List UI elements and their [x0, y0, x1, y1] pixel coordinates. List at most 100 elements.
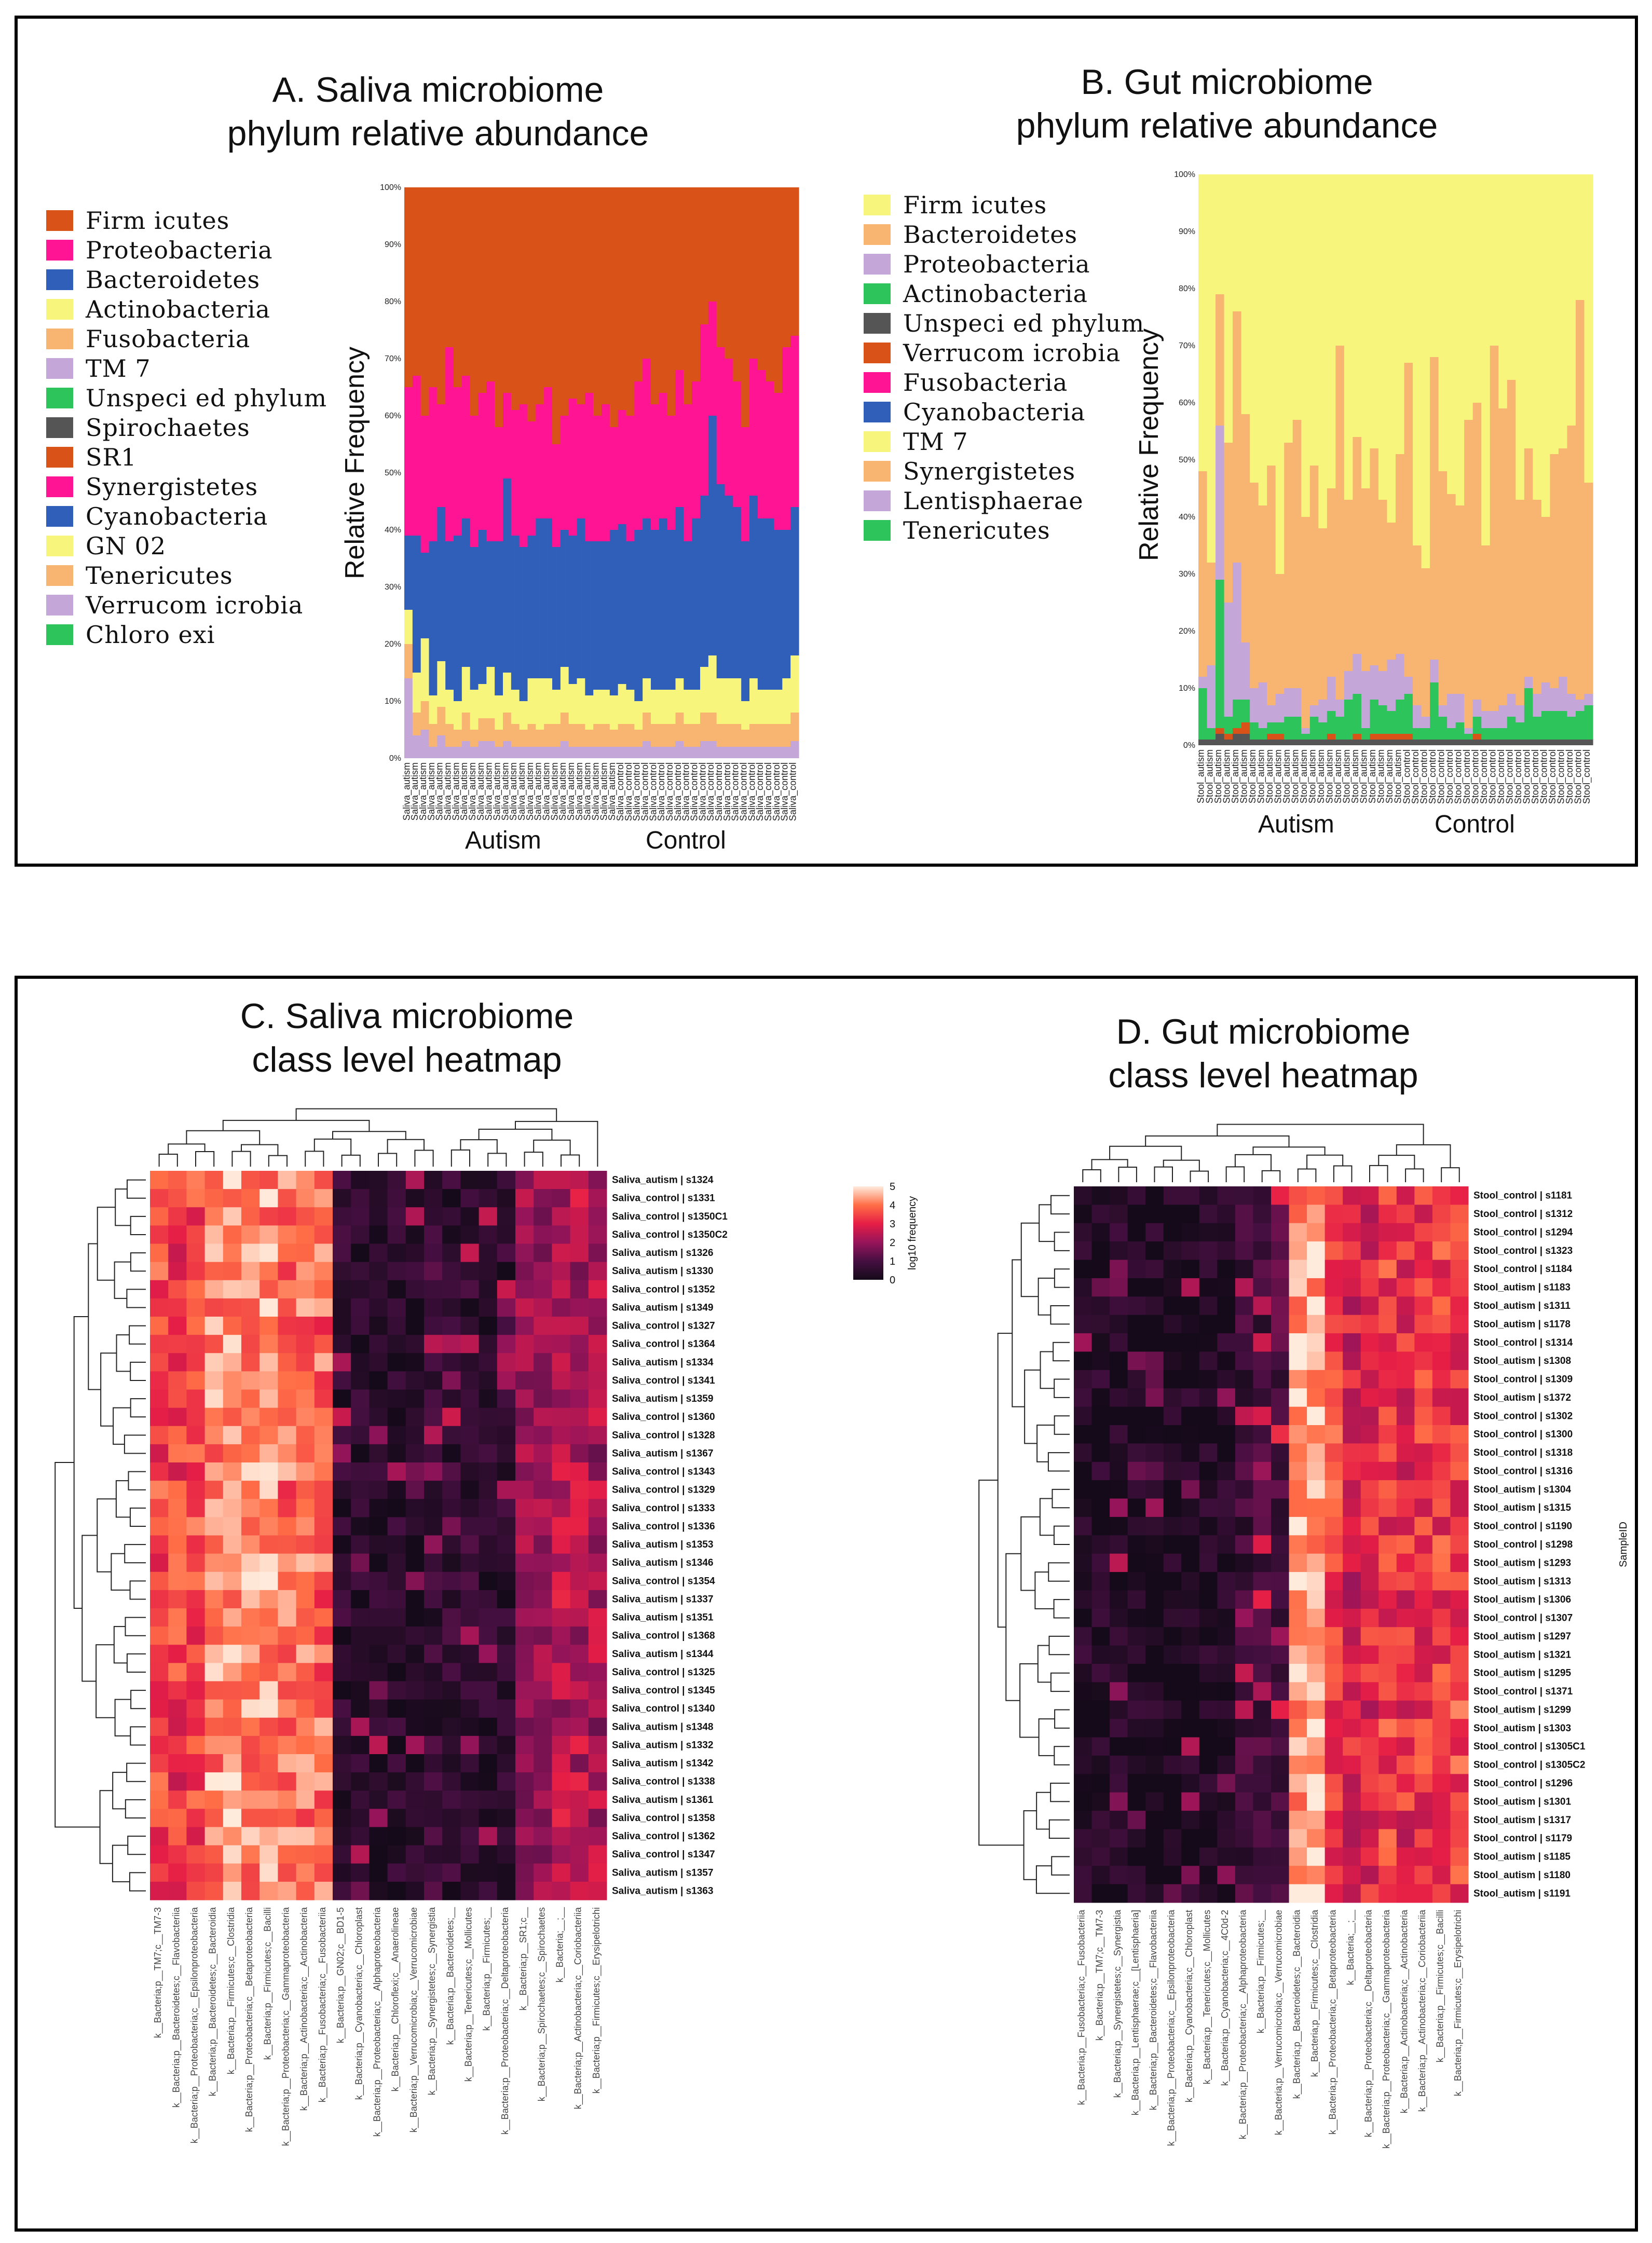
panel-c-heatmap-cell [223, 1863, 242, 1882]
panel-c-heatmap-cell [424, 1735, 443, 1755]
legend-swatch [46, 535, 73, 556]
panel-a-bar-segment [470, 416, 479, 547]
panel-b-sample-label: Stool_autism [1230, 749, 1241, 803]
panel-c-heatmap-cell [588, 1863, 607, 1882]
panel-d-heatmap-cell [1325, 1315, 1343, 1334]
panel-c-heatmap-cell [515, 1481, 534, 1499]
panel-d-row-label: Stool_control | s1312 [1473, 1209, 1573, 1220]
panel-d-heatmap-cell [1271, 1700, 1290, 1719]
panel-c-heatmap-cell [387, 1772, 406, 1791]
panel-d-heatmap-cell [1396, 1847, 1415, 1866]
panel-b-bar-segment [1396, 174, 1405, 454]
panel-d-heatmap-cell [1378, 1425, 1397, 1444]
panel-c-heatmap-cell [204, 1827, 224, 1846]
panel-c-dendrogram-link [88, 1243, 101, 1390]
legend-swatch [46, 210, 73, 231]
panel-c-heatmap-cell [351, 1626, 370, 1645]
panel-c-dendrogram-link [130, 1398, 146, 1418]
panel-c-heatmap-cell [387, 1717, 406, 1736]
panel-a-legend-item: Actinobacteria [46, 294, 327, 324]
panel-b-bar-segment [1524, 448, 1533, 677]
panel-b-bar-segment [1558, 174, 1568, 448]
panel-c-dendrogram-link [378, 1153, 398, 1167]
panel-c-heatmap-cell [515, 1553, 534, 1572]
panel-d-column-label: k__Bacteria;p__Cyanobacteria;c__4C0d-2 [1220, 1910, 1231, 2086]
panel-d-heatmap-cell [1199, 1351, 1218, 1371]
panel-c-heatmap-cell [351, 1371, 370, 1390]
panel-c-heatmap-cell [351, 1645, 370, 1663]
panel-c-heatmap-cell [351, 1809, 370, 1828]
panel-b-bar-segment [1361, 174, 1371, 488]
panel-c-heatmap-cell [186, 1754, 206, 1773]
panel-a-bar-segment [708, 655, 717, 713]
panel-d-heatmap-cell [1181, 1811, 1200, 1829]
panel-c-heatmap-cell [442, 1553, 461, 1572]
panel-d-heatmap-cell [1396, 1884, 1415, 1903]
panel-d-dendrogram-link [1034, 1571, 1054, 1609]
panel-c-heatmap-cell [424, 1280, 443, 1299]
panel-d-heatmap-cell [1127, 1866, 1146, 1885]
panel-d-heatmap-cell [1307, 1700, 1326, 1719]
panel-d-heatmap-cell [1378, 1260, 1397, 1279]
panel-c-heatmap-cell [515, 1317, 534, 1335]
panel-c-heatmap-cell [497, 1298, 516, 1317]
panel-a-bar-segment [782, 724, 791, 747]
panel-d-heatmap-cell [1414, 1351, 1433, 1371]
panel-c-heatmap-cell [497, 1754, 516, 1773]
panel-c-heatmap-cell [168, 1735, 187, 1755]
panel-d-heatmap-cell [1432, 1370, 1451, 1389]
panel-a-bar-segment [461, 713, 471, 741]
panel-b-bar-segment [1198, 688, 1208, 740]
panel-a-bar-segment [412, 376, 421, 536]
panel-a-sample-label: Saliva_autism [418, 762, 429, 820]
panel-d-heatmap-cell [1343, 1884, 1361, 1903]
panel-c-heatmap-cell [260, 1462, 278, 1481]
panel-d-heatmap-cell [1074, 1847, 1093, 1866]
panel-d-heatmap-cell [1127, 1498, 1146, 1517]
panel-d-heatmap-cell [1235, 1406, 1253, 1426]
panel-d-heatmap-cell [1414, 1553, 1433, 1572]
panel-c-heatmap-cell [168, 1499, 187, 1517]
panel-d-heatmap-cell [1325, 1461, 1343, 1481]
panel-c-heatmap-cell [351, 1225, 370, 1244]
panel-d-heatmap-cell [1127, 1811, 1146, 1829]
panel-b-bar-segment [1275, 574, 1285, 694]
panel-c-heatmap-cell [405, 1571, 425, 1591]
panel-d-heatmap-cell [1271, 1205, 1290, 1224]
panel-a-bar-segment [495, 695, 503, 730]
panel-c-dendrogram-link [313, 1138, 352, 1155]
panel-b-sample-label: Stool_autism [1264, 749, 1275, 803]
panel-c-dendrogram-link [295, 1108, 557, 1122]
panel-d-heatmap-cell [1253, 1186, 1272, 1205]
panel-d-heatmap-cell [1110, 1223, 1128, 1242]
panel-c-heatmap-cell [314, 1371, 333, 1390]
panel-d-heatmap-cell [1199, 1260, 1218, 1279]
panel-d-heatmap-cell [1289, 1847, 1307, 1866]
panel-a-bar-segment [577, 747, 585, 758]
panel-d-heatmap-cell [1163, 1461, 1182, 1481]
panel-d-heatmap-cell [1163, 1700, 1182, 1719]
panel-d-heatmap-cell [1163, 1388, 1182, 1407]
panel-d-heatmap-cell [1378, 1700, 1397, 1719]
panel-a-bar-segment [609, 730, 619, 747]
panel-c-heatmap-cell [333, 1845, 351, 1864]
panel-d-heatmap-cell [1360, 1260, 1379, 1279]
panel-d-heatmap-cell [1199, 1866, 1218, 1885]
panel-d-dendrogram-link [1054, 1268, 1070, 1288]
panel-c-heatmap-cell [460, 1462, 480, 1481]
panel-c-heatmap-cell [241, 1389, 260, 1408]
legend-label: Unspeci ed phylum [903, 309, 1145, 337]
panel-c-heatmap-cell [241, 1827, 260, 1846]
panel-a-bar-segment [725, 187, 733, 359]
panel-d-heatmap-cell [1343, 1847, 1361, 1866]
panel-a-sample-label: Saliva_control [722, 762, 733, 821]
panel-d-row-label: Stool_autism | s1306 [1473, 1594, 1571, 1605]
panel-d-dendrogram-link [997, 1333, 1013, 1628]
panel-c-heatmap-cell [314, 1444, 333, 1463]
panel-b-ytick: 50% [1179, 456, 1195, 464]
panel-b-sample-label: Stool_control [1462, 749, 1472, 804]
panel-d-heatmap-cell [1217, 1388, 1236, 1407]
panel-d-heatmap-cell [1432, 1406, 1451, 1426]
panel-d-heatmap-cell [1110, 1205, 1128, 1224]
panel-c-dendrogram-link [113, 1407, 131, 1445]
